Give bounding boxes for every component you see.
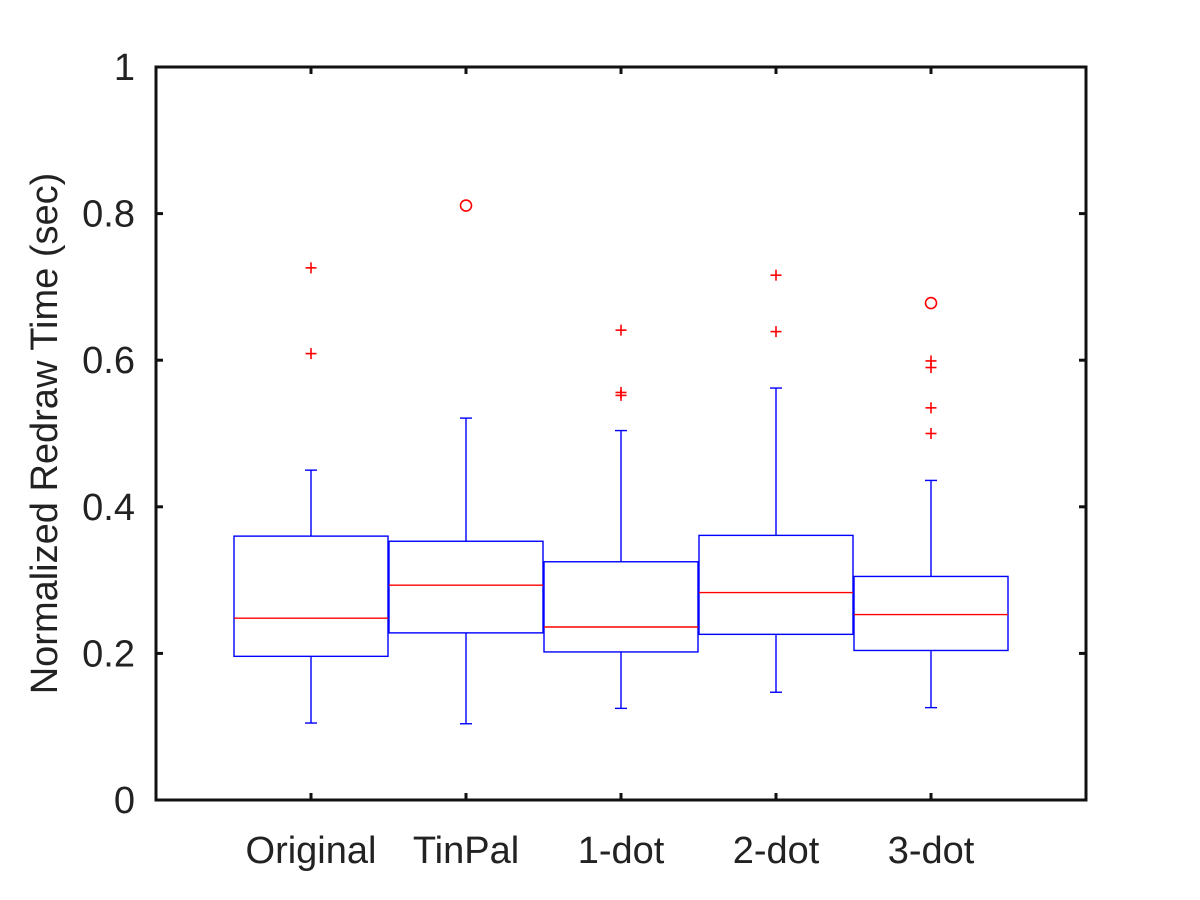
x-axis: Original TinPal 1-dot 2-dot 3-dot: [246, 67, 975, 872]
iqr-box: [698, 534, 854, 636]
y-tick-label: 0.8: [82, 194, 135, 236]
y-tick-label: 1: [114, 47, 135, 89]
iqr-box: [233, 535, 389, 658]
y-axis-label: Normalized Redraw Time (sec): [24, 173, 66, 695]
outlier-circle-marker: [924, 296, 938, 310]
iqr-box: [388, 540, 544, 634]
outlier-plus-marker: [305, 348, 317, 360]
iqr-box: [543, 561, 699, 653]
y-tick-label: 0: [114, 780, 135, 822]
y-tick-label: 0.6: [82, 340, 135, 382]
iqr-box: [853, 575, 1009, 652]
outlier-plus-marker: [305, 262, 317, 274]
box-original: [233, 262, 389, 724]
box-1-dot: [543, 324, 699, 710]
box-3-dot: [853, 296, 1009, 709]
y-tick-label: 0.4: [82, 487, 135, 529]
box-series: [233, 199, 1009, 725]
outlier-plus-marker: [925, 402, 937, 414]
outlier-plus-marker: [770, 326, 782, 338]
x-tick-label: TinPal: [413, 830, 519, 872]
x-tick-label: Original: [246, 830, 377, 872]
x-tick-label: 2-dot: [733, 830, 820, 872]
y-axis: 0 0.2 0.4 0.6 0.8 1: [82, 47, 1086, 822]
outlier-plus-marker: [615, 324, 627, 336]
box-2-dot: [698, 269, 854, 693]
outlier-plus-marker: [925, 428, 937, 439]
outlier-circle-marker: [459, 199, 473, 212]
outlier-plus-marker: [770, 269, 782, 281]
outlier-plus-marker: [925, 362, 937, 374]
box-tinpal: [388, 199, 544, 725]
x-tick-label: 1-dot: [578, 830, 665, 872]
y-tick-label: 0.2: [82, 633, 135, 675]
x-tick-label: 3-dot: [888, 830, 975, 872]
outlier-plus-marker: [615, 389, 627, 401]
